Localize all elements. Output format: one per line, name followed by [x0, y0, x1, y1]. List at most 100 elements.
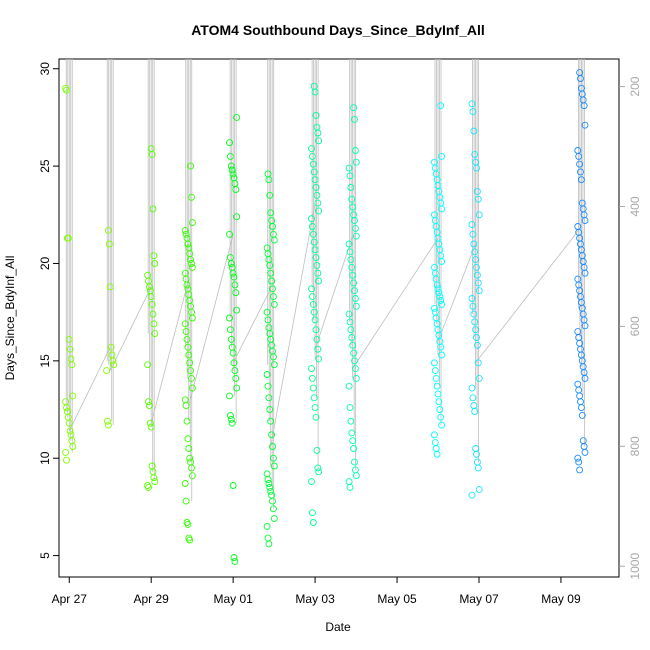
data-point: [63, 404, 70, 412]
data-point: [268, 431, 276, 439]
data-point: [346, 248, 354, 256]
data-point: [346, 483, 354, 491]
data-point: [269, 497, 276, 505]
data-point: [232, 289, 240, 297]
data-point: [312, 112, 320, 119]
data-point: [351, 217, 358, 225]
data-point: [230, 273, 238, 281]
data-point: [474, 464, 482, 472]
data-point: [469, 394, 477, 402]
data-point: [263, 371, 271, 378]
data-point: [473, 458, 481, 466]
data-point: [347, 417, 355, 425]
data-point: [581, 121, 589, 129]
data-point: [151, 330, 159, 338]
data-point: [64, 234, 72, 242]
data-point: [346, 172, 354, 180]
data-point: [266, 483, 274, 491]
data-point: [263, 308, 271, 316]
data-point: [148, 300, 156, 308]
data-point: [437, 102, 445, 110]
data-point: [314, 464, 322, 472]
data-point: [581, 448, 589, 456]
data-point: [581, 322, 589, 330]
data-point: [66, 345, 74, 353]
data-point: [104, 226, 112, 234]
data-point: [183, 335, 191, 343]
data-point: [188, 384, 196, 392]
data-point: [181, 226, 189, 234]
data-point: [315, 137, 323, 145]
data-point: [150, 474, 158, 482]
y2-tick-label: 800: [628, 436, 642, 456]
data-point: [580, 102, 588, 110]
data-point: [265, 394, 273, 402]
data-point: [182, 230, 190, 238]
data-point: [226, 326, 234, 334]
data-point: [314, 129, 322, 137]
data-point: [472, 256, 480, 264]
data-point: [308, 293, 316, 301]
data-point: [576, 466, 584, 474]
data-point: [145, 483, 152, 491]
data-point: [267, 269, 275, 277]
data-point: [435, 398, 443, 406]
data-point: [310, 308, 318, 316]
data-point: [430, 431, 438, 439]
data-point: [186, 359, 194, 367]
data-point: [351, 365, 359, 373]
data-point: [264, 316, 272, 324]
data-point: [575, 152, 583, 160]
data-point: [351, 147, 359, 154]
y-tick-label: 5: [38, 552, 52, 559]
data-point: [269, 293, 277, 301]
data-point: [432, 374, 440, 382]
data-point: [265, 480, 273, 487]
data-point: [438, 205, 446, 213]
data-point: [233, 306, 241, 314]
data-point: [475, 485, 483, 493]
data-point: [431, 367, 439, 375]
data-point: [349, 203, 357, 211]
data-point: [270, 236, 278, 244]
data-point: [474, 279, 482, 287]
data-point: [438, 300, 446, 308]
data-point: [184, 240, 192, 248]
transit-trace: [150, 278, 190, 424]
data-point: [575, 386, 583, 394]
data-point: [65, 419, 73, 427]
data-point: [351, 458, 358, 466]
data-point: [473, 263, 480, 271]
data-point: [109, 357, 117, 365]
data-point: [264, 476, 272, 484]
data-point: [471, 150, 479, 158]
data-point: [437, 413, 445, 421]
data-point: [226, 411, 234, 419]
data-point: [577, 75, 584, 82]
data-point: [232, 374, 240, 382]
data-point: [436, 293, 444, 301]
data-point: [186, 536, 194, 544]
data-point: [347, 326, 355, 334]
data-point: [431, 439, 439, 447]
data-point: [577, 168, 584, 176]
data-point: [269, 353, 277, 361]
data-point: [233, 213, 241, 221]
data-point: [104, 417, 111, 425]
data-point: [438, 152, 446, 160]
data-point: [433, 450, 441, 458]
data-point: [181, 396, 189, 404]
data-point: [188, 374, 195, 382]
data-point: [349, 437, 357, 445]
data-point: [182, 328, 190, 336]
data-point: [575, 334, 583, 341]
data-point: [351, 287, 358, 295]
data-point: [577, 176, 585, 184]
transit-trace: [109, 286, 152, 371]
data-point: [150, 320, 158, 328]
data-point: [349, 341, 357, 349]
transit-trace: [68, 347, 111, 432]
data-point: [308, 215, 315, 223]
data-point: [227, 162, 235, 170]
